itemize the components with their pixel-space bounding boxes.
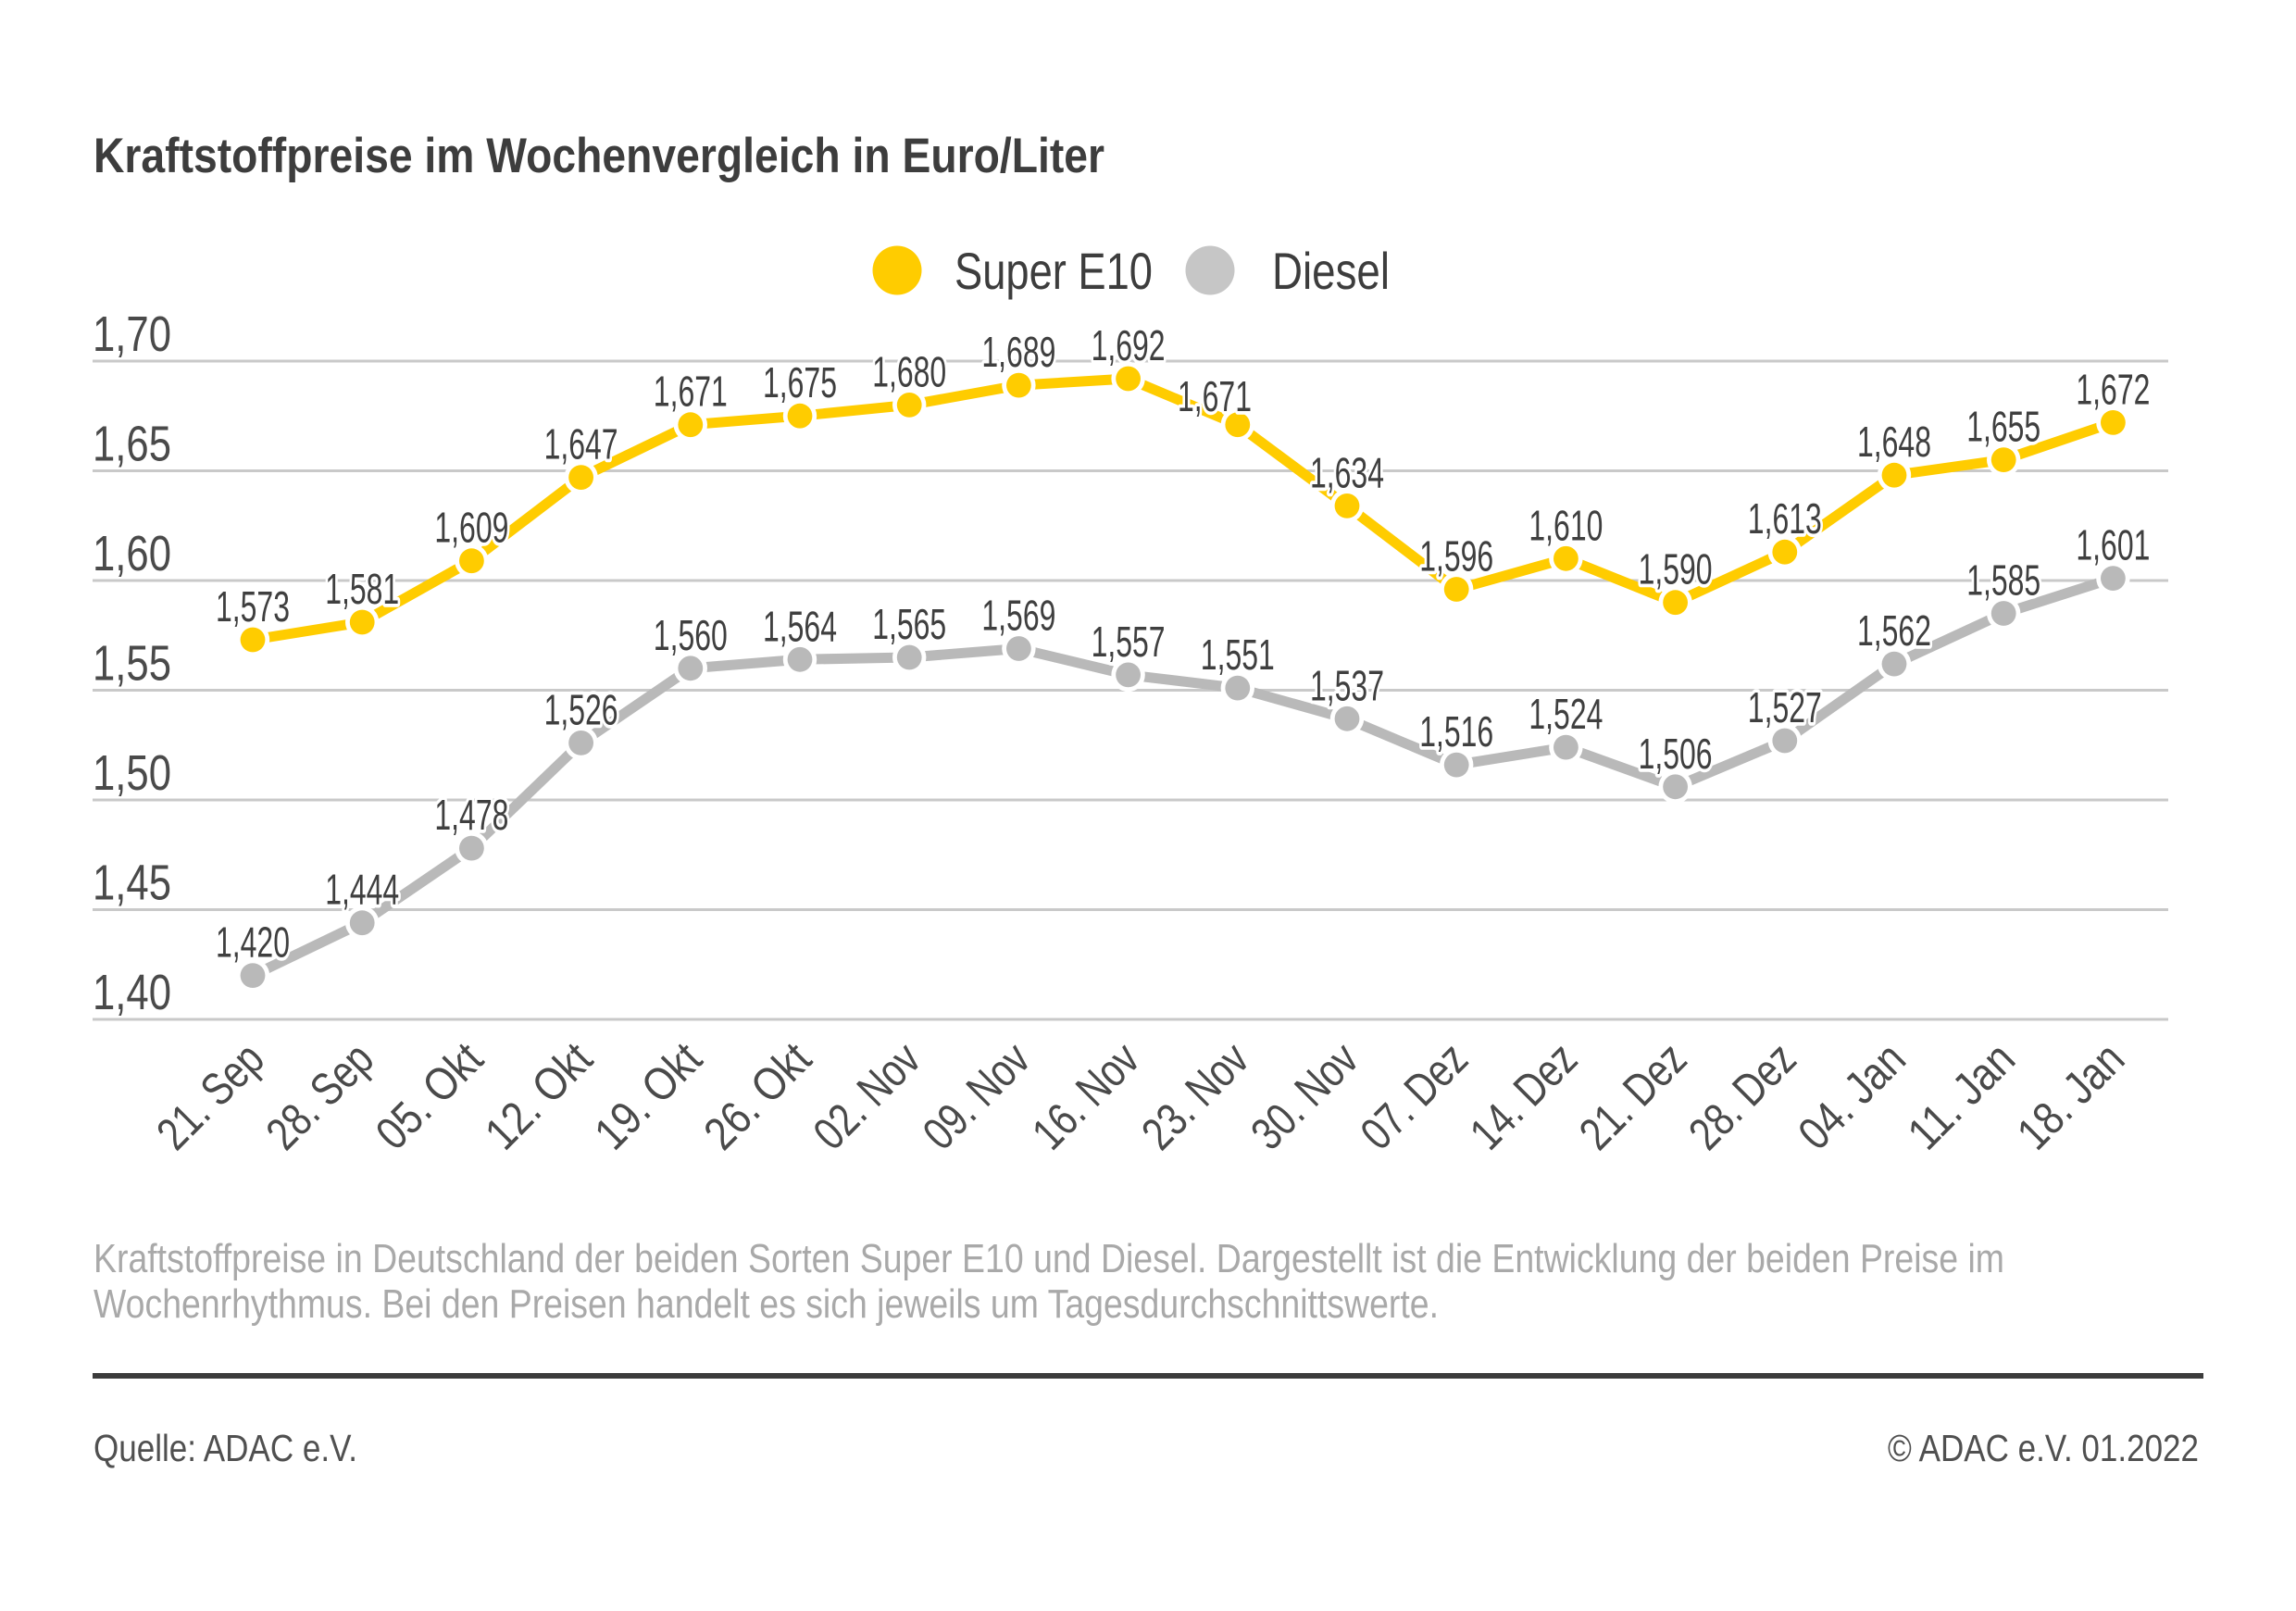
svg-text:Kraftstoffpreise in Deutschlan: Kraftstoffpreise in Deutschland der beid… xyxy=(94,1236,2004,1281)
svg-text:1,70: 1,70 xyxy=(93,306,171,362)
svg-text:1,444: 1,444 xyxy=(325,866,399,914)
svg-text:1,565: 1,565 xyxy=(872,600,946,648)
svg-text:1,613: 1,613 xyxy=(1748,494,1822,543)
svg-text:1,40: 1,40 xyxy=(93,965,171,1020)
svg-text:1,557: 1,557 xyxy=(1092,618,1166,666)
svg-text:1,585: 1,585 xyxy=(1966,556,2040,605)
svg-text:1,634: 1,634 xyxy=(1310,448,1384,496)
svg-text:1,692: 1,692 xyxy=(1092,321,1166,369)
svg-text:© ADAC e.V. 01.2022: © ADAC e.V. 01.2022 xyxy=(1888,1427,2199,1469)
svg-text:1,50: 1,50 xyxy=(93,745,171,801)
svg-text:1,680: 1,680 xyxy=(872,347,946,395)
svg-text:1,601: 1,601 xyxy=(2076,521,2150,569)
svg-text:1,672: 1,672 xyxy=(2076,365,2150,413)
svg-text:1,573: 1,573 xyxy=(216,582,290,631)
svg-text:1,562: 1,562 xyxy=(1857,606,1931,655)
svg-text:1,596: 1,596 xyxy=(1419,532,1493,581)
svg-text:1,420: 1,420 xyxy=(216,918,290,967)
svg-text:Kraftstoffpreise im Wochenverg: Kraftstoffpreise im Wochenvergleich in E… xyxy=(94,129,1104,183)
svg-text:1,506: 1,506 xyxy=(1639,730,1713,778)
svg-text:1,689: 1,689 xyxy=(981,328,1055,376)
svg-text:1,675: 1,675 xyxy=(763,358,837,406)
svg-text:Quelle: ADAC e.V.: Quelle: ADAC e.V. xyxy=(94,1427,357,1469)
svg-text:1,60: 1,60 xyxy=(93,526,171,581)
svg-text:1,671: 1,671 xyxy=(1178,372,1252,420)
svg-text:1,65: 1,65 xyxy=(93,417,171,472)
svg-text:Wochenrhythmus. Bei den Preise: Wochenrhythmus. Bei den Preisen handelt … xyxy=(94,1281,1439,1327)
svg-text:1,527: 1,527 xyxy=(1748,683,1822,731)
svg-text:1,564: 1,564 xyxy=(763,602,837,650)
svg-text:1,655: 1,655 xyxy=(1966,403,2040,451)
svg-text:1,526: 1,526 xyxy=(544,685,618,733)
svg-text:1,648: 1,648 xyxy=(1857,418,1931,466)
svg-text:1,55: 1,55 xyxy=(93,636,171,692)
svg-text:1,609: 1,609 xyxy=(434,504,508,552)
svg-text:1,478: 1,478 xyxy=(434,791,508,839)
svg-text:1,524: 1,524 xyxy=(1529,690,1603,738)
svg-text:1,569: 1,569 xyxy=(981,592,1055,640)
svg-text:1,671: 1,671 xyxy=(654,368,728,416)
svg-text:1,647: 1,647 xyxy=(544,420,618,468)
svg-text:1,581: 1,581 xyxy=(325,565,399,613)
svg-text:1,516: 1,516 xyxy=(1419,707,1493,756)
svg-text:Super E10: Super E10 xyxy=(955,242,1153,300)
svg-text:1,590: 1,590 xyxy=(1639,545,1713,593)
svg-text:1,45: 1,45 xyxy=(93,855,171,911)
svg-text:1,537: 1,537 xyxy=(1310,661,1384,709)
svg-text:1,560: 1,560 xyxy=(654,611,728,659)
svg-text:Diesel: Diesel xyxy=(1272,242,1390,300)
svg-text:1,551: 1,551 xyxy=(1201,631,1275,679)
svg-text:1,610: 1,610 xyxy=(1529,501,1603,549)
